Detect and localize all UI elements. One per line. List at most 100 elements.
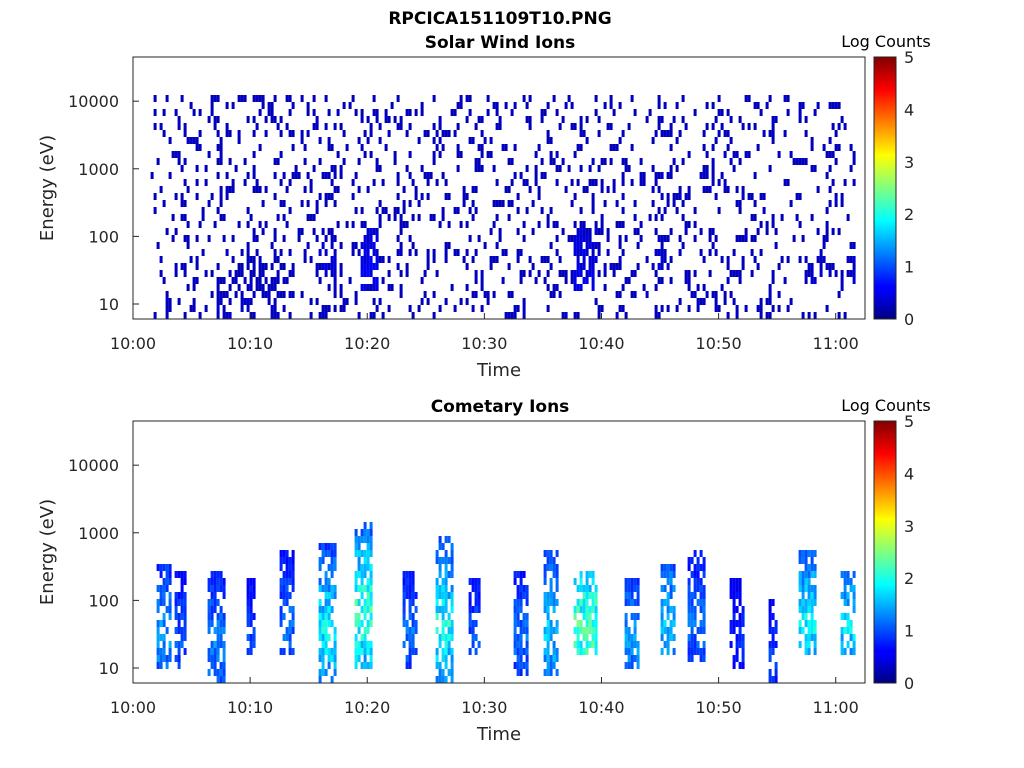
heatmap-cell — [207, 235, 211, 242]
heatmap-cell — [333, 291, 337, 298]
heatmap-cell — [447, 221, 451, 228]
heatmap-cell — [264, 291, 268, 298]
heatmap-cell — [324, 235, 328, 242]
heatmap-cell — [531, 200, 535, 207]
heatmap-cell — [450, 599, 454, 606]
heatmap-cell — [438, 676, 442, 683]
heatmap-cell — [210, 102, 214, 109]
heatmap-cell — [285, 557, 289, 564]
heatmap-cell — [627, 627, 631, 634]
heatmap-cell — [456, 207, 460, 214]
heatmap-cell — [702, 592, 706, 599]
heatmap-cell — [363, 235, 367, 242]
heatmap-cell — [735, 592, 739, 599]
heatmap-cell — [159, 620, 163, 627]
x-tick-label: 10:40 — [578, 334, 624, 353]
heatmap-cell — [288, 109, 292, 116]
heatmap-cell — [621, 207, 625, 214]
heatmap-cell — [444, 634, 448, 641]
heatmap-cell — [369, 620, 373, 627]
heatmap-cell — [609, 158, 613, 165]
heatmap-cell — [852, 242, 856, 249]
heatmap-cell — [831, 123, 835, 130]
heatmap-cell — [513, 172, 517, 179]
heatmap-cell — [585, 116, 589, 123]
heatmap-cell — [363, 599, 367, 606]
heatmap-cell — [258, 95, 262, 102]
heatmap-cell — [654, 130, 658, 137]
heatmap-cell — [177, 599, 181, 606]
heatmap-cell — [372, 242, 376, 249]
heatmap-cell — [285, 277, 289, 284]
heatmap-cell — [579, 235, 583, 242]
heatmap-cell — [639, 221, 643, 228]
heatmap-cell — [207, 655, 211, 662]
heatmap-cell — [192, 137, 196, 144]
heatmap-cell — [744, 228, 748, 235]
heatmap-cell — [810, 277, 814, 284]
heatmap-cell — [213, 662, 217, 669]
heatmap-cell — [498, 123, 502, 130]
heatmap-cell — [216, 676, 220, 683]
heatmap-cell — [546, 256, 550, 263]
heatmap-cell — [549, 662, 553, 669]
heatmap-cell — [477, 585, 481, 592]
heatmap-cell — [219, 585, 223, 592]
heatmap-cell — [657, 116, 661, 123]
heatmap-cell — [423, 270, 427, 277]
heatmap-cell — [624, 158, 628, 165]
heatmap-cell — [441, 613, 445, 620]
heatmap-cell — [687, 606, 691, 613]
heatmap-cell — [636, 662, 640, 669]
heatmap-cell — [768, 291, 772, 298]
heatmap-cell — [555, 179, 559, 186]
heatmap-cell — [435, 648, 439, 655]
heatmap-cell — [672, 606, 676, 613]
heatmap-cell — [273, 158, 277, 165]
heatmap-cell — [768, 298, 772, 305]
plot-area — [132, 420, 866, 684]
heatmap-cell — [354, 109, 358, 116]
heatmap-cell — [810, 270, 814, 277]
heatmap-cell — [561, 270, 565, 277]
heatmap-cell — [513, 648, 517, 655]
heatmap-cell — [279, 291, 283, 298]
heatmap-cell — [168, 606, 172, 613]
heatmap-cell — [477, 606, 481, 613]
heatmap-cell — [843, 613, 847, 620]
heatmap-cell — [357, 620, 361, 627]
heatmap-cell — [630, 655, 634, 662]
heatmap-cell — [231, 235, 235, 242]
heatmap-cell — [759, 249, 763, 256]
heatmap-cell — [153, 109, 157, 116]
heatmap-cell — [480, 270, 484, 277]
heatmap-cell — [540, 158, 544, 165]
heatmap-cell — [363, 571, 367, 578]
heatmap-cell — [282, 613, 286, 620]
heatmap-cell — [525, 585, 529, 592]
heatmap-cell — [156, 634, 160, 641]
heatmap-cell — [363, 564, 367, 571]
heatmap-cell — [774, 242, 778, 249]
heatmap-cell — [294, 172, 298, 179]
heatmap-cell — [573, 249, 577, 256]
heatmap-cell — [519, 627, 523, 634]
heatmap-cell — [279, 557, 283, 564]
heatmap-cell — [693, 641, 697, 648]
heatmap-cell — [333, 200, 337, 207]
heatmap-cell — [633, 200, 637, 207]
heatmap-cell — [285, 564, 289, 571]
heatmap-cell — [552, 641, 556, 648]
heatmap-cell — [582, 592, 586, 599]
heatmap-cell — [327, 578, 331, 585]
heatmap-cell — [267, 109, 271, 116]
heatmap-cell — [183, 571, 187, 578]
heatmap-cell — [738, 620, 742, 627]
heatmap-cell — [216, 613, 220, 620]
heatmap-cell — [240, 95, 244, 102]
heatmap-cell — [669, 564, 673, 571]
heatmap-cell — [213, 116, 217, 123]
heatmap-cell — [324, 543, 328, 550]
heatmap-cell — [633, 291, 637, 298]
heatmap-cell — [750, 235, 754, 242]
